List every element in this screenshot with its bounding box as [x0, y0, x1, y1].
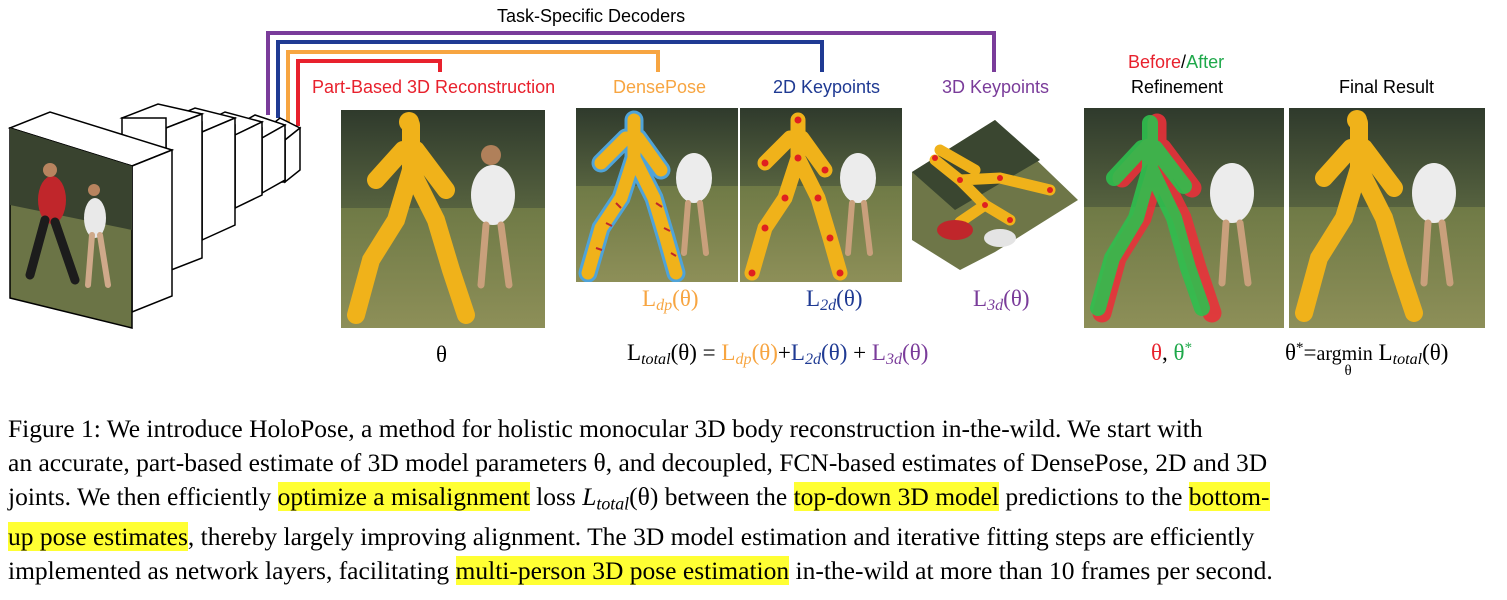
panel-densepose — [576, 108, 738, 282]
argmin-equation: θ*=argmin θ Ltotal(θ) — [1285, 340, 1449, 380]
label-densepose: DensePose — [613, 77, 707, 97]
label-3d-keypoints: 3D Keypoints — [942, 77, 1050, 97]
connector-2d-keypoints — [276, 40, 824, 118]
highlight-multi-person-3d-pose: multi-person 3D pose estimation — [455, 556, 790, 586]
theta-label: θ — [436, 342, 448, 367]
connector-part-based — [296, 59, 442, 126]
panel-final-result — [1289, 108, 1485, 328]
loss-dp-label: Ldp(θ) — [642, 286, 699, 315]
highlight-top-down-3d-model: top-down 3D model — [793, 482, 999, 511]
connector-3d-keypoints — [266, 31, 996, 115]
decoder-connectors — [266, 31, 996, 126]
panel-2d-keypoints — [740, 108, 902, 282]
panel-refinement — [1084, 108, 1284, 328]
label-final-result: Final Result — [1339, 77, 1435, 97]
figure-caption: Figure 1: We introduce HoloPose, a metho… — [8, 412, 1498, 588]
label-2d-keypoints: 2D Keypoints — [773, 77, 881, 97]
label-slash: / — [1181, 52, 1187, 72]
caption-line-4: up pose estimates, thereby largely impro… — [8, 522, 1255, 552]
label-after: After — [1186, 52, 1225, 72]
theta-before-after: θ, θ* — [1151, 340, 1193, 366]
caption-line-2: an accurate, part-based estimate of 3D m… — [8, 448, 1268, 477]
loss-3d-label: L3d(θ) — [973, 286, 1030, 315]
encoder-block-1 — [7, 111, 175, 314]
highlight-optimize-misalignment: optimize a misalignment — [277, 482, 530, 511]
label-part-based-3d-reconstruction: Part-Based 3D Reconstruction — [312, 77, 556, 97]
loss-2d-label: L2d(θ) — [806, 286, 863, 315]
highlight-up-pose-estimates: up pose estimates — [8, 522, 188, 552]
panel-3d-keypoints — [912, 120, 1078, 270]
label-before: Before — [1128, 52, 1182, 72]
input-image — [9, 126, 133, 329]
caption-line-1: Figure 1: We introduce HoloPose, a metho… — [8, 414, 1203, 443]
label-refinement: Refinement — [1131, 77, 1224, 97]
caption-line-3: joints. We then efficiently optimize a m… — [8, 482, 1270, 514]
highlight-bottom: bottom- — [1188, 482, 1270, 511]
connector-densepose — [286, 50, 660, 122]
total-loss-equation: Ltotal(θ) = Ldp(θ)+L2d(θ) + L3d(θ) — [627, 340, 929, 369]
caption-line-5: implemented as network layers, facilitat… — [8, 556, 1273, 586]
label-before-after: Before/After — [1128, 52, 1224, 73]
decoders-title: Task-Specific Decoders — [497, 6, 686, 26]
encoder-blocks — [7, 103, 302, 314]
panel-part-based-reconstruction — [341, 110, 545, 328]
network-diagram — [7, 31, 1078, 329]
